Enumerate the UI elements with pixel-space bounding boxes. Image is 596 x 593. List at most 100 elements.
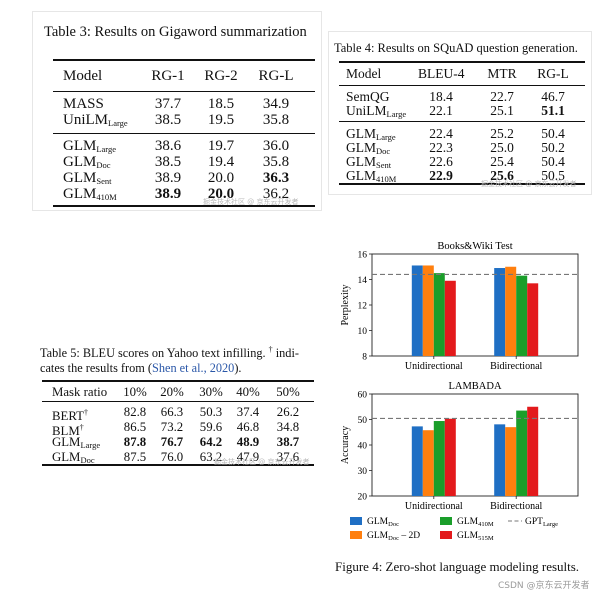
legend-m515-label: GLM515M xyxy=(457,531,494,542)
table5-row-3-model-sub: Doc xyxy=(80,455,95,465)
table5-row-0-value-1: 66.3 xyxy=(160,405,184,419)
table5-row-0-model-name: BERT xyxy=(52,409,84,423)
table4-group-rule-0 xyxy=(339,121,585,122)
table3-row-5-value-1: 20.0 xyxy=(207,186,235,202)
table4-row-5-value-1: 25.6 xyxy=(490,168,514,183)
table5-header-5: 50% xyxy=(276,385,300,399)
chart0-category-label-0: Unidirectional xyxy=(405,361,463,372)
table5-header-0: Mask ratio xyxy=(52,385,108,399)
table5-row-3-model-name: GLM xyxy=(52,450,81,464)
chart1-bar-doc-1 xyxy=(494,424,506,496)
table3-row-2-model: GLMLarge xyxy=(63,138,116,158)
table5-row-0-value-3: 37.4 xyxy=(236,405,260,419)
legend-m410-swatch xyxy=(440,517,452,525)
table3-row-5-model-name: GLM xyxy=(63,186,97,202)
chart1-bar-m410-0 xyxy=(433,421,445,496)
table4-bottom-rule xyxy=(339,183,585,185)
chart1-bar-doc2d-1 xyxy=(505,427,517,496)
legend-doc-base: GLM xyxy=(367,517,389,527)
table3-row-4-model-name: GLM xyxy=(63,170,97,186)
table4-row-5-model-name: GLM xyxy=(346,168,376,183)
legend-m410-base: GLM xyxy=(457,517,479,527)
table4-row-3-value-0: 22.3 xyxy=(429,140,453,155)
table5-row-1-model-name: BLM xyxy=(52,424,80,438)
table4-header-3: RG-L xyxy=(537,66,569,81)
table4-row-2-value-1: 25.2 xyxy=(490,126,514,141)
table5-row-2-model-sub: Large xyxy=(80,440,101,450)
table4-row-5-value-2: 50.5 xyxy=(541,168,565,183)
table4-row-4-value-0: 22.6 xyxy=(429,154,453,169)
table4-row-1-value-1: 25.1 xyxy=(490,103,514,118)
table3-row-3-model-sub: Doc xyxy=(96,160,111,170)
table3-row-2-value-2: 36.0 xyxy=(262,138,290,154)
chart0-ytick-label-1: 10 xyxy=(358,327,368,337)
table5-caption-line1: Table 5: BLEU scores on Yahoo text infil… xyxy=(40,345,299,361)
table4-row-2-value-2: 50.4 xyxy=(541,126,565,141)
legend-doc2d-tail: – 2D xyxy=(399,531,420,541)
table5-row-1-value-1: 73.2 xyxy=(160,420,184,434)
table5-caption-citation-link[interactable]: Shen et al., 2020 xyxy=(152,361,235,375)
table5-bottom-rule xyxy=(42,464,314,466)
table3-row-2-model-sub: Large xyxy=(96,144,117,154)
chart1-ytick-label-1: 30 xyxy=(358,467,368,477)
table5-row-1-value-3: 46.8 xyxy=(236,420,260,434)
table4-row-1-value-2: 51.1 xyxy=(541,103,565,118)
legend-doc-label: GLMDoc xyxy=(367,517,399,528)
table3-top-rule xyxy=(53,59,315,61)
table3-header-1: RG-1 xyxy=(151,68,185,84)
table3-row-1-value-0: 38.5 xyxy=(154,112,182,128)
table4-watermark: 掘金技术社区 @ 京东云开发者 xyxy=(481,180,577,188)
table3-row-0-value-0: 37.7 xyxy=(154,96,182,112)
table3-row-4-value-0: 38.9 xyxy=(154,170,182,186)
chart0-bar-doc2d-1 xyxy=(505,266,517,356)
table4-row-5-value-0: 22.9 xyxy=(429,168,453,183)
table3-row-1-value-1: 19.5 xyxy=(207,112,235,128)
table3-row-3-value-0: 38.5 xyxy=(154,154,182,170)
table3-header-0: Model xyxy=(63,68,103,84)
table5-row-2-value-0: 87.8 xyxy=(123,435,147,449)
table4-row-3-model-sub: Doc xyxy=(376,146,391,156)
table5-row-3-value-0: 87.5 xyxy=(123,450,147,464)
chart1-title: LAMBADA xyxy=(448,381,502,392)
table5-mid-rule xyxy=(42,401,314,402)
chart1-category-label-1: Bidirectional xyxy=(490,501,542,512)
table3-row-1-model-name: UniLM xyxy=(63,112,108,128)
table3-row-0-model-name: MASS xyxy=(63,96,104,112)
table5-watermark: 掘金技术社区 @ 京东云开发者 xyxy=(214,458,310,466)
chart0-bar-doc2d-0 xyxy=(422,265,434,356)
legend-doc2d-label: GLMDoc – 2D xyxy=(367,531,420,542)
table3-row-1-value-2: 35.8 xyxy=(262,112,290,128)
table5-row-3-value-1: 76.0 xyxy=(160,450,184,464)
table5-caption-pre: cates the results from ( xyxy=(40,361,152,375)
chart0-ytick-label-2: 12 xyxy=(358,302,368,312)
table5-row-3-value-3: 47.9 xyxy=(236,450,260,464)
chart0-title: Books&Wiki Test xyxy=(437,241,512,252)
table4-row-4-value-2: 50.4 xyxy=(541,154,565,169)
chart1-ytick-label-4: 60 xyxy=(358,391,368,401)
table4-row-1-model: UniLMLarge xyxy=(346,102,406,123)
legend-m515-sub: 515M xyxy=(478,535,494,542)
table5-row-1-model: BLM† xyxy=(52,419,84,440)
table4-row-4-model-sub: Sent xyxy=(376,160,392,170)
table4-row-4-model-name: GLM xyxy=(346,154,376,169)
legend-doc2d-base: GLM xyxy=(367,531,389,541)
table5-header-2: 20% xyxy=(160,385,184,399)
table4-row-5-model: GLM410M xyxy=(346,167,396,188)
table4-panel: Table 4: Results on SQuAD question gener… xyxy=(329,32,591,194)
chart0-bar-m410-1 xyxy=(516,275,528,356)
chart0-ytick-label-4: 16 xyxy=(358,251,368,261)
chart0-bar-doc-1 xyxy=(494,268,506,356)
table5-row-1-value-2: 59.6 xyxy=(199,420,223,434)
table3-watermark: 掘金技术社区 @ 京东云开发者 xyxy=(203,198,299,206)
table3-row-3-model-name: GLM xyxy=(63,154,97,170)
table5-row-1-model-sup: † xyxy=(79,423,84,432)
chart0-ytick-label-3: 14 xyxy=(358,276,368,286)
table5-top-rule xyxy=(42,380,314,382)
table4-row-4-value-1: 25.4 xyxy=(490,154,514,169)
chart1-ytick-label-3: 50 xyxy=(358,416,368,426)
table3-row-3-value-1: 19.4 xyxy=(207,154,235,170)
table4-row-0-value-0: 18.4 xyxy=(429,89,453,104)
figure4-footer-watermark: CSDN @京东云开发者 xyxy=(498,581,590,591)
table5-row-2-value-2: 64.2 xyxy=(199,435,223,449)
table4-row-4-model: GLMSent xyxy=(346,153,391,174)
